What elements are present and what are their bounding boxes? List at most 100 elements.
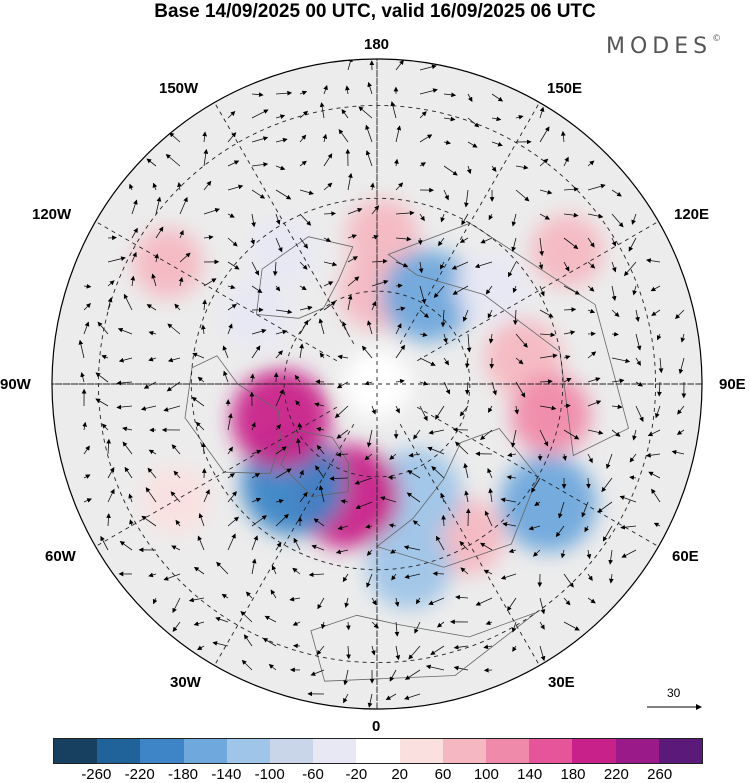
wind-vector: [367, 81, 373, 95]
wind-vector: [275, 114, 286, 119]
wind-vector: [117, 327, 133, 335]
wind-vector: [251, 328, 267, 335]
wind-vector: [587, 183, 606, 191]
lon-label-180: 180: [364, 36, 390, 53]
wind-vector: [611, 237, 617, 247]
wind-vector: [299, 305, 313, 311]
wind-vector: [419, 380, 429, 386]
wind-vector: [366, 549, 373, 556]
wind-vector: [511, 621, 517, 633]
colorbar-swatch: [140, 739, 184, 763]
wind-vector: [395, 59, 404, 71]
wind-vector: [322, 133, 328, 143]
wind-vector: [251, 92, 264, 98]
wind-vector: [419, 162, 426, 167]
wind-vector: [227, 491, 237, 503]
wind-vector: [152, 597, 158, 605]
wind-vector: [299, 160, 307, 167]
wind-vector: [645, 452, 661, 458]
wind-vector: [646, 258, 661, 263]
wind-vector: [611, 213, 624, 228]
wind-vector: [107, 280, 115, 287]
wind-vector: [95, 398, 109, 407]
lon-label-150e: 150E: [547, 80, 583, 97]
wind-vector: [293, 537, 301, 551]
lon-label-60w: 60W: [45, 548, 76, 565]
wind-vector: [163, 405, 181, 412]
wind-vector: [148, 330, 157, 336]
wind-vector: [371, 279, 389, 287]
wind-vector: [587, 213, 604, 219]
wind-vector: [323, 153, 333, 167]
wind-vector: [335, 549, 349, 555]
wind-vector: [539, 597, 546, 615]
wind-vector: [323, 261, 338, 267]
colorbar-swatch: [529, 739, 573, 763]
wind-vector: [555, 525, 565, 538]
wind-vector: [539, 158, 549, 167]
wind-vector: [467, 117, 480, 128]
wind-vector: [440, 309, 446, 328]
wind-vector: [131, 227, 138, 239]
wind-vector: [443, 357, 450, 366]
wind-vector: [587, 573, 593, 581]
wind-vector: [289, 596, 301, 602]
meridian-line: [214, 423, 355, 666]
wind-vector: [275, 309, 293, 315]
wind-vector: [203, 180, 212, 191]
lon-label-60e: 60E: [672, 548, 699, 565]
wind-vector: [270, 589, 277, 599]
wind-vector: [587, 429, 604, 435]
colorbar-tick-label: 60: [434, 766, 452, 783]
wind-vector: [83, 283, 92, 289]
wind-vector: [347, 234, 357, 239]
wind-vector: [366, 429, 373, 448]
wind-vector: [188, 597, 205, 603]
wind-vector: [275, 468, 292, 479]
wind-vector: [371, 645, 376, 656]
wind-vector: [443, 116, 456, 122]
brand-mark: ©: [712, 34, 722, 44]
wind-vector: [648, 471, 661, 479]
wind-vector: [166, 381, 181, 392]
wind-vector: [563, 212, 579, 218]
wind-vector: [515, 381, 526, 398]
wind-vector: [148, 449, 157, 455]
wind-vector: [635, 381, 643, 387]
wind-vector: [299, 261, 308, 270]
wind-vector: [408, 645, 421, 660]
wind-vector: [417, 237, 423, 246]
wind-vector: [631, 213, 637, 225]
wind-vector: [395, 283, 403, 289]
wind-vector: [608, 573, 614, 584]
wind-vector: [425, 664, 445, 671]
wind-vector: [314, 402, 325, 408]
wind-vector: [347, 256, 358, 263]
wind-vector: [558, 501, 565, 519]
wind-vector: [487, 467, 493, 479]
wind-vector: [169, 132, 181, 143]
wind-vector: [251, 109, 269, 119]
wind-vector: [502, 521, 517, 527]
wind-vector: [467, 141, 478, 148]
wind-vector: [563, 261, 570, 272]
wind-vector: [129, 183, 134, 191]
wind-vector: [466, 333, 472, 353]
wind-vector: [586, 477, 591, 489]
wind-vector: [395, 236, 412, 242]
wind-vector: [408, 452, 421, 458]
wind-vector: [500, 497, 517, 503]
wind-vector: [619, 495, 637, 503]
wind-vector: [371, 405, 376, 415]
colorbar-swatch: [442, 739, 487, 763]
colorbar-swatch: [356, 739, 400, 763]
wind-vector: [212, 641, 229, 647]
wind-vector: [170, 491, 181, 503]
wind-vector: [635, 405, 644, 423]
wind-vector: [635, 309, 640, 322]
wind-vector: [131, 251, 137, 263]
wind-vector: [533, 549, 541, 557]
wind-vector: [275, 498, 284, 504]
wind-vector: [292, 567, 301, 575]
wind-vector: [201, 442, 207, 455]
